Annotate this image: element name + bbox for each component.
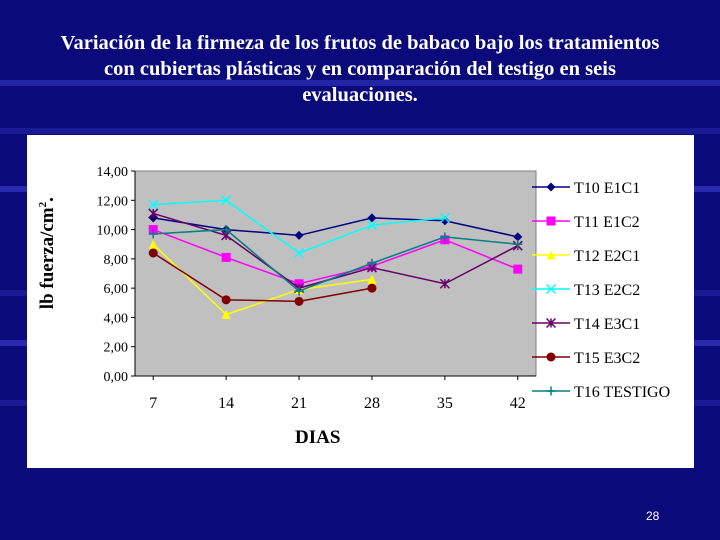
legend-label: T15 E3C2 — [574, 350, 640, 367]
legend-label: T16 TESTIGO — [574, 384, 670, 401]
y-tick-label: 6,00 — [104, 282, 129, 297]
data-point-6 — [294, 296, 304, 306]
legend-marker — [545, 283, 557, 295]
data-point-7 — [367, 258, 377, 268]
legend-marker — [546, 182, 556, 192]
legend-label: T13 E2C2 — [574, 282, 640, 299]
y-axis-label-superscript: 2 — [36, 201, 49, 208]
data-point-2 — [513, 264, 523, 274]
data-point-6 — [221, 295, 231, 305]
y-tick-label: 14,00 — [97, 165, 129, 180]
legend-label: T10 E1C1 — [574, 180, 640, 197]
slide-title-line: con cubiertas plásticas y en comparación… — [104, 58, 616, 80]
x-tick-label: 7 — [149, 395, 157, 412]
data-point-7 — [513, 239, 523, 249]
slide-title-line: evaluaciones. — [302, 84, 418, 106]
slide-title: Variación de la firmeza de los frutos de… — [0, 30, 720, 108]
legend-marker — [546, 386, 556, 396]
x-tick-label: 21 — [291, 395, 307, 412]
data-point-7 — [440, 232, 450, 242]
data-point-4 — [221, 195, 232, 206]
x-tick-label: 28 — [364, 395, 380, 412]
legend-label: T11 E1C2 — [574, 214, 640, 231]
series-line-6 — [152, 252, 373, 303]
y-tick-label: 8,00 — [104, 253, 129, 268]
data-point-6 — [367, 283, 377, 293]
data-point-7 — [221, 225, 231, 235]
legend-marker — [545, 317, 557, 329]
y-tick-label: 10,00 — [97, 224, 129, 239]
y-axis-label: lb fuerza/cm2. — [36, 197, 59, 310]
y-tick-label: 4,00 — [104, 311, 129, 326]
x-tick-label: 35 — [437, 395, 453, 412]
chart-panel: 0,00 2,00 4,00 6,00 8,00 10,00 12,00 14,00 7 14 21… — [27, 135, 694, 468]
data-point-2 — [221, 252, 231, 262]
line-chart: 0,00 2,00 4,00 6,00 8,00 10,00 12,00 14,00 7 14 21… — [97, 165, 671, 412]
data-point-1 — [294, 230, 304, 240]
y-tick-label: 12,00 — [97, 194, 129, 209]
data-point-4 — [294, 247, 305, 259]
data-point-3 — [221, 310, 231, 319]
data-point-4 — [439, 212, 450, 223]
series-line-7 — [153, 228, 518, 292]
data-point-4 — [366, 220, 377, 231]
data-point-3 — [148, 239, 158, 249]
page-number: 28 — [646, 509, 660, 523]
legend-label: T12 E2C1 — [574, 248, 640, 265]
legend-marker — [546, 216, 556, 226]
background-stripe — [0, 128, 720, 134]
series-line-1 — [153, 217, 518, 238]
x-axis-label: DIAS — [295, 427, 341, 448]
data-point-5 — [148, 208, 159, 219]
data-point-7 — [148, 229, 158, 239]
data-point-1 — [440, 216, 450, 226]
x-tick-label: 14 — [218, 395, 234, 412]
legend-label: T14 E3C1 — [574, 316, 640, 333]
slide-title-line: Variación de la firmeza de los frutos de… — [60, 32, 660, 54]
x-tick-label: 42 — [510, 395, 526, 412]
data-point-1 — [367, 213, 377, 223]
series-line-3 — [152, 243, 373, 316]
data-point-5 — [439, 278, 450, 289]
data-point-6 — [148, 248, 158, 258]
data-point-3 — [367, 274, 377, 284]
background-stripe — [0, 80, 720, 86]
data-point-4 — [148, 199, 159, 210]
y-tick-label: 0,00 — [104, 370, 129, 385]
data-point-1 — [513, 232, 523, 242]
data-point-7 — [294, 286, 304, 296]
legend-marker — [546, 250, 556, 260]
y-axis-label-text: lb fuerza/cm — [37, 207, 59, 310]
legend-marker — [546, 352, 556, 362]
y-tick-label: 2,00 — [104, 341, 129, 356]
series-line-2 — [152, 228, 519, 285]
